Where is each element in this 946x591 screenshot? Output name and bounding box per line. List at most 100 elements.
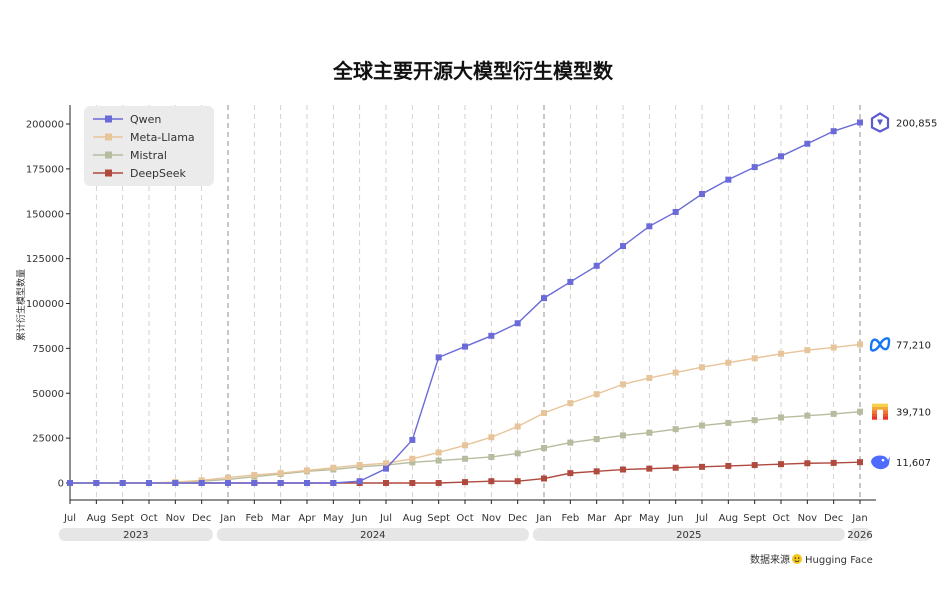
data-point <box>119 480 126 486</box>
data-point <box>435 449 442 456</box>
y-tick-label: 150000 <box>26 209 64 220</box>
data-point <box>93 480 100 486</box>
data-point <box>804 412 811 419</box>
data-point <box>751 462 758 469</box>
qwen-icon-shape <box>870 112 890 133</box>
x-tick-label: Jun <box>351 513 368 524</box>
data-point <box>356 462 363 469</box>
y-tick-label: 0 <box>58 479 64 490</box>
data-point <box>304 467 310 474</box>
data-point <box>435 480 442 486</box>
data-point <box>778 461 784 468</box>
meta-icon <box>869 337 891 352</box>
data-point <box>672 369 679 376</box>
data-point <box>593 468 600 475</box>
year-label: 2023 <box>123 530 148 541</box>
x-tick-label: May <box>639 513 660 524</box>
data-point <box>725 176 732 183</box>
data-point <box>330 464 337 471</box>
data-point <box>593 391 600 398</box>
x-tick-label: Mar <box>587 513 607 524</box>
legend-swatch-marker <box>105 169 112 177</box>
source-name: Hugging Face <box>805 555 873 566</box>
data-point <box>383 460 389 467</box>
x-tick-label: Oct <box>772 513 789 524</box>
data-point <box>409 459 416 466</box>
data-point <box>751 164 758 171</box>
legend-swatch-marker <box>105 115 112 123</box>
data-point <box>567 278 574 285</box>
x-tick-label: Feb <box>245 513 263 524</box>
data-point <box>277 470 284 477</box>
data-point <box>751 355 758 362</box>
mistral-icon <box>872 403 888 420</box>
data-point <box>435 354 442 361</box>
data-point <box>383 465 389 472</box>
x-tick-label: Apr <box>614 513 632 524</box>
data-point <box>857 119 863 126</box>
legend-box <box>84 106 214 186</box>
x-tick-label: Nov <box>798 513 818 524</box>
y-tick-label: 175000 <box>26 164 64 175</box>
x-tick-label: Jan <box>535 513 551 524</box>
legend-label: Qwen <box>130 113 161 126</box>
data-point <box>857 459 863 466</box>
data-point <box>620 243 626 250</box>
data-point <box>488 332 495 339</box>
data-point <box>146 480 152 486</box>
data-point <box>330 480 337 486</box>
data-point <box>725 359 732 366</box>
deepseek-icon-shape <box>871 455 890 470</box>
data-point <box>857 408 863 415</box>
data-point <box>488 434 495 441</box>
data-point <box>593 436 600 443</box>
data-point <box>567 470 574 477</box>
data-point <box>699 364 705 371</box>
data-point <box>672 208 679 215</box>
year-band <box>532 528 845 541</box>
data-point <box>67 480 73 486</box>
data-point <box>304 480 310 486</box>
data-point <box>514 320 521 327</box>
x-tick-label: Jun <box>667 513 684 524</box>
data-point <box>751 417 758 424</box>
series-layer <box>67 119 863 486</box>
meta-icon-shape <box>869 337 891 352</box>
data-point <box>409 480 416 486</box>
year-band <box>848 528 872 541</box>
x-tick-label: Mar <box>271 513 291 524</box>
data-point <box>778 350 784 357</box>
data-point <box>620 466 626 473</box>
data-point <box>541 295 547 302</box>
axes-layer: 0 25000 50000 75000 100000 125000 150000 175000… <box>26 105 876 541</box>
data-point <box>462 479 468 486</box>
deepseek-icon <box>871 455 890 470</box>
mistral-icon-notch <box>877 409 883 420</box>
icon-layer: 200,855 77,210 39,710 11,607 <box>869 112 937 470</box>
mistral-icon-stripe <box>872 403 888 407</box>
data-point <box>672 426 679 433</box>
data-point <box>804 140 811 147</box>
data-point <box>725 462 732 469</box>
mistral-icon-stripe <box>872 406 888 411</box>
data-point <box>725 419 732 426</box>
data-point <box>567 439 574 446</box>
data-point <box>620 432 626 439</box>
x-tick-label: Sept <box>743 513 766 524</box>
y-tick-label: 100000 <box>26 299 64 310</box>
year-label: 2024 <box>360 530 385 541</box>
legend-label: DeepSeek <box>130 167 187 180</box>
x-tick-label: Sept <box>111 513 134 524</box>
y-tick-label: 50000 <box>32 389 64 400</box>
legend-swatch-marker <box>105 151 112 159</box>
end-value-label: 200,855 <box>896 118 937 129</box>
legend-swatch-marker <box>105 133 112 141</box>
x-tick-label: Dec <box>508 513 527 524</box>
year-band <box>216 528 529 541</box>
data-point <box>172 480 179 486</box>
x-tick-label: Apr <box>298 513 316 524</box>
data-point <box>462 343 468 350</box>
x-tick-label: Dec <box>824 513 843 524</box>
x-tick-label: Aug <box>719 513 739 524</box>
data-point <box>409 436 416 443</box>
